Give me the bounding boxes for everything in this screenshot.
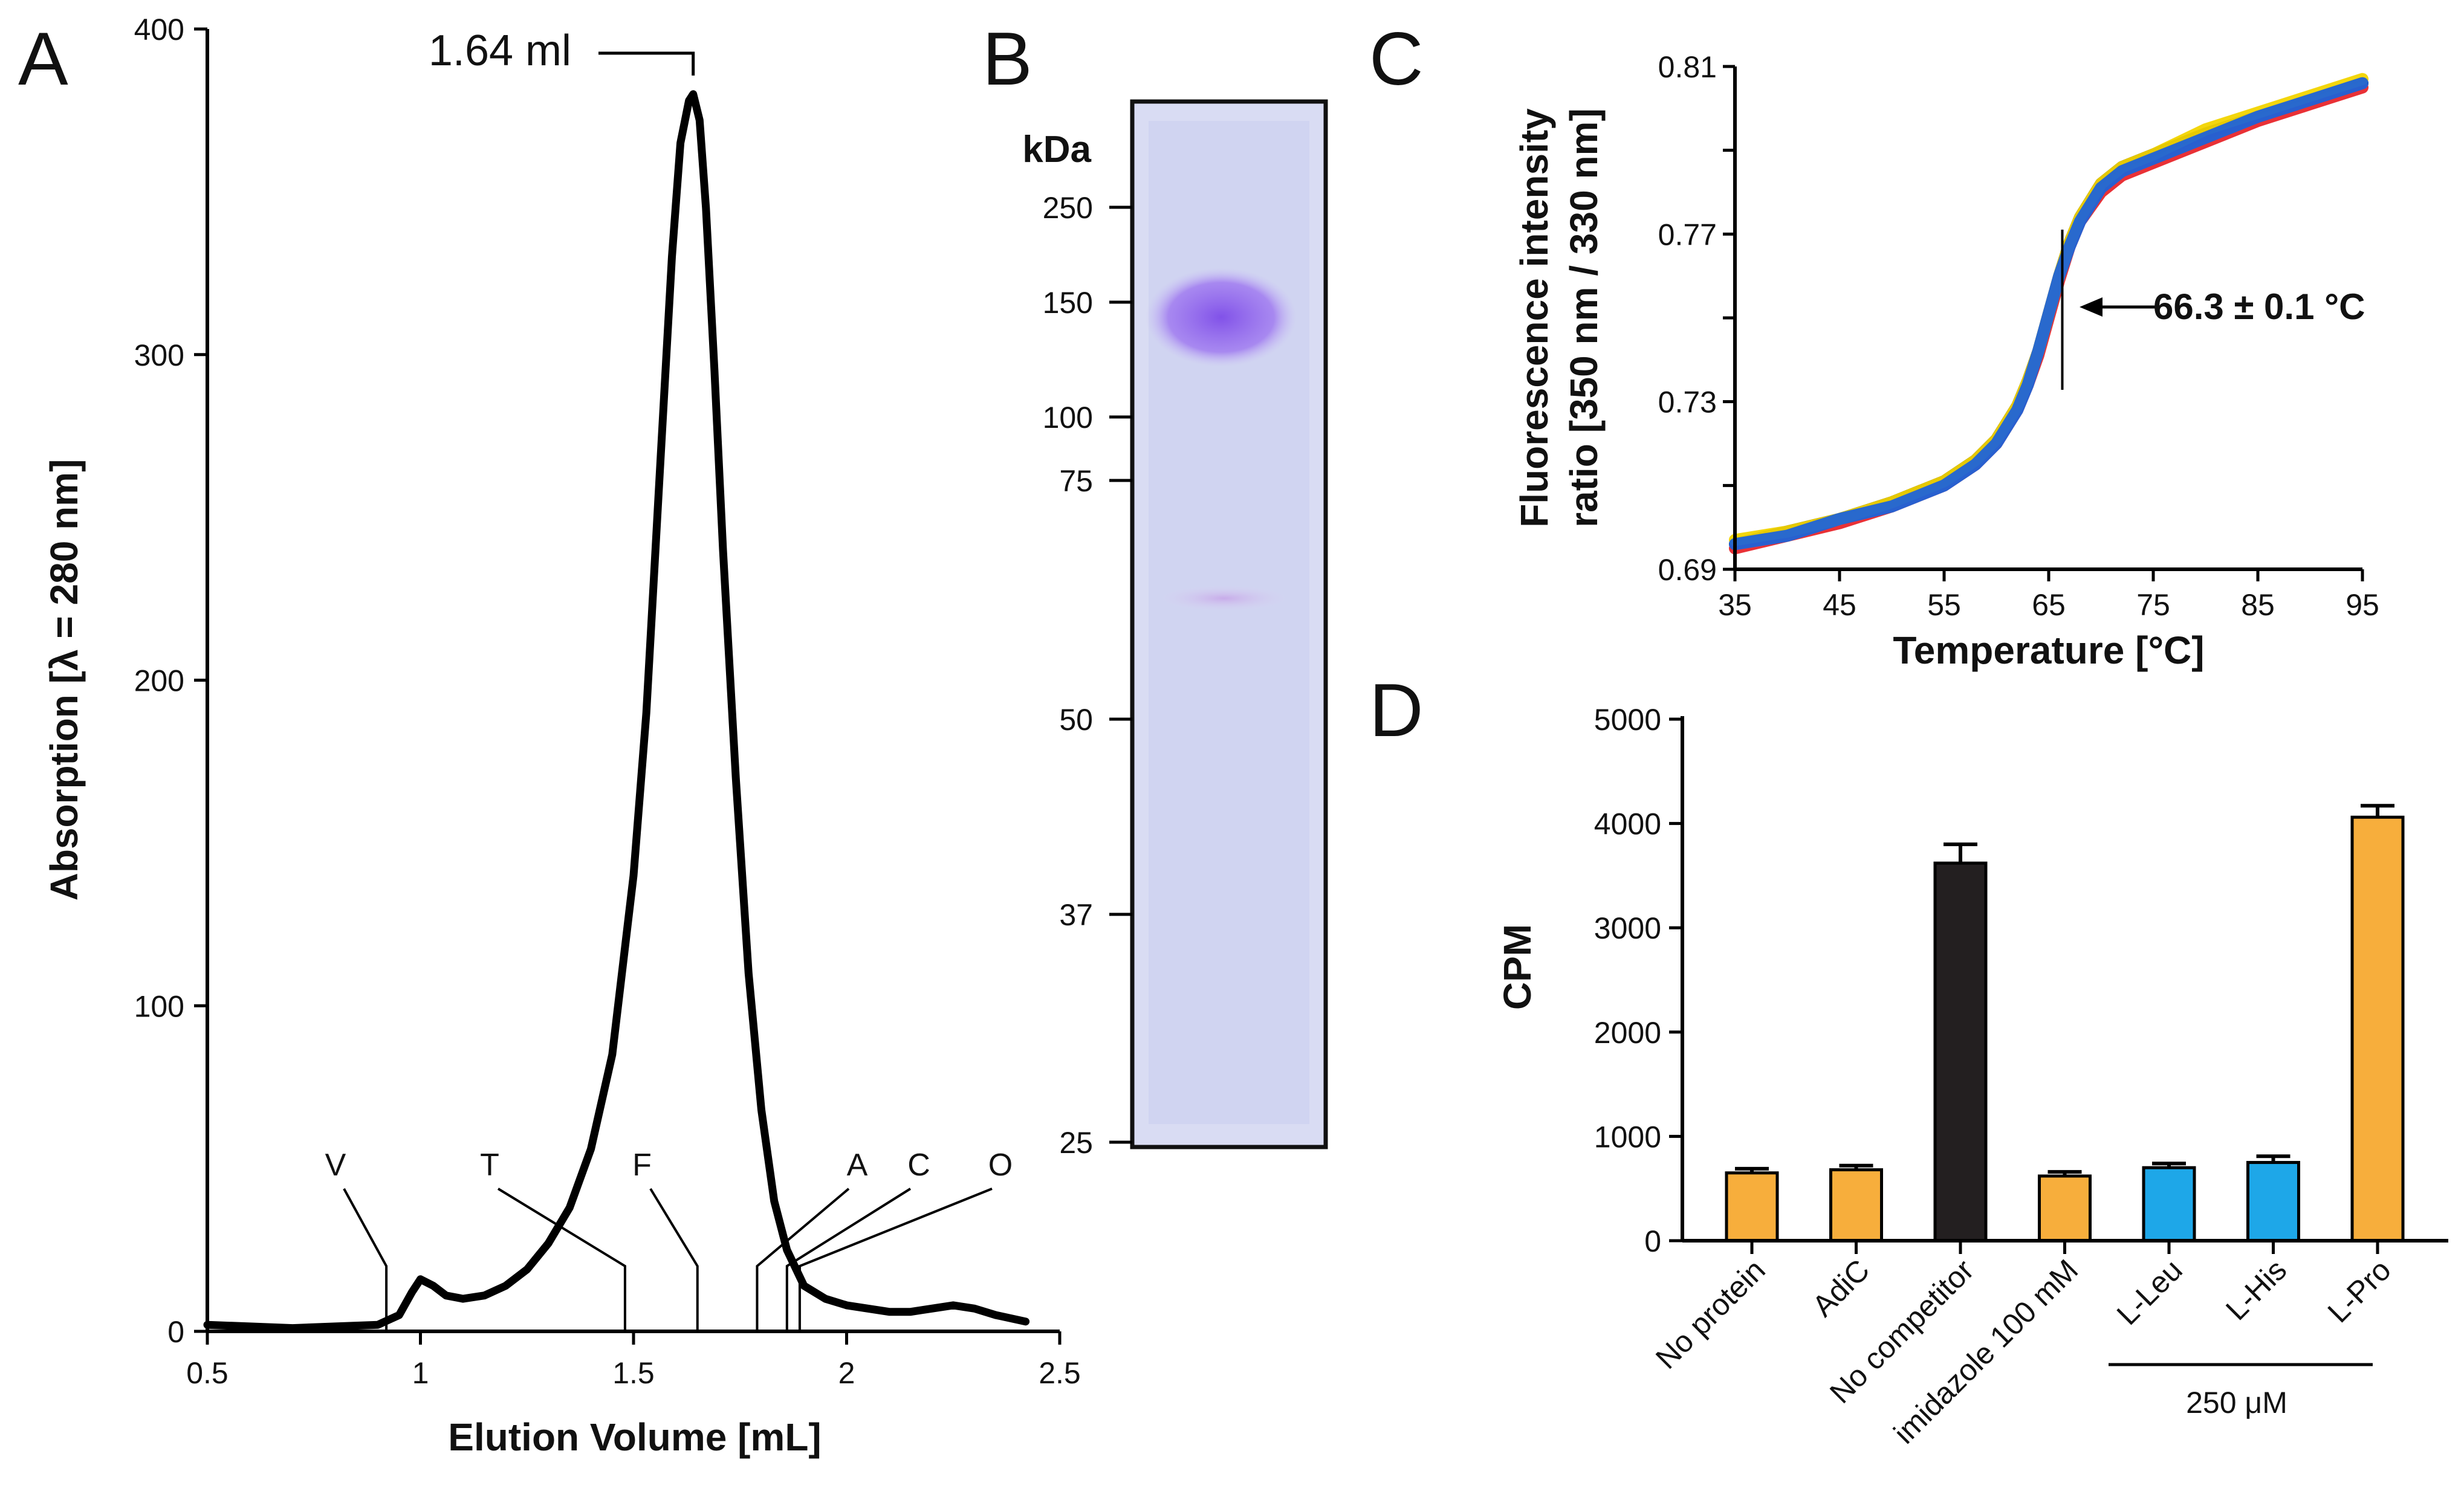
tm-arrow-head [2080,297,2103,317]
standard-marker-label: F [632,1148,652,1183]
standard-marker-line [798,1188,993,1331]
a-y-tick-label: 300 [134,338,184,372]
molecular-weight-ladder: 250 150 100 75 50 37 25 [1043,191,1132,1160]
a-y-tick-label: 0 [167,1315,184,1349]
c-y-tick-label: 0.73 [1658,386,1717,419]
panel-letter-d: D [1369,669,1424,752]
cpm-bar [2142,1166,2196,1243]
d-y-tick-label: 2000 [1594,1016,1661,1050]
d-y-tick-label: 0 [1644,1224,1661,1258]
standard-marker-line [785,1188,912,1331]
c-x-tick-label: 65 [2032,588,2066,622]
c-x-tick-label: 35 [1718,588,1752,622]
ladder-label: 50 [1059,703,1093,737]
cpm-bar [2038,1174,2092,1243]
a-x-tick-label: 0.5 [186,1356,229,1390]
tm-annotation: 66.3 ± 0.1 °C [2153,286,2365,327]
panel-a-y-title: Absorption [λ = 280 nm] [42,459,86,901]
c-x-tick-label: 55 [1927,588,1961,622]
peak-annotation: 1.64 ml [429,27,571,75]
a-x-tick-label: 1 [412,1356,429,1390]
d-y-tick-label: 3000 [1594,911,1661,945]
protein-band-main [1146,268,1297,367]
cpm-bar [2246,1161,2300,1243]
c-y-tick-label: 0.81 [1658,50,1717,84]
standard-marker-line [497,1188,626,1331]
d-y-tick-label: 4000 [1594,807,1661,841]
cpm-bar [1725,1171,1779,1243]
panel-a-x-title: Elution Volume [mL] [448,1415,821,1459]
a-x-tick-label: 1.5 [612,1356,655,1390]
panel-c-y-title-line1: Fluorescence intensity [1512,108,1556,528]
ladder-label: 250 [1043,191,1093,225]
c-y-tick-label: 0.69 [1658,553,1717,587]
d-category-label: AdiC [1806,1253,1876,1323]
melting-curve-series [1729,77,2368,551]
standard-marker-line [649,1188,699,1331]
panel-letter-b: B [982,18,1033,101]
ladder-label: 150 [1043,286,1093,320]
panel-a-ticks: 0 100 200 300 400 0.5 1 1.5 2 2.5 [134,13,1081,1390]
panel-d-ticks: 0 1000 2000 3000 4000 5000 [1594,703,1682,1258]
a-y-tick-label: 200 [134,664,184,698]
ladder-label: 100 [1043,401,1093,435]
ladder-unit-label: kDa [1022,129,1091,170]
d-category-label: imidazole 100 mM [1887,1253,2084,1450]
standard-marker-label: V [325,1148,346,1183]
panel-letter-a: A [18,18,68,101]
melting-curves [1729,73,2368,555]
panel-c: C 0.69 0.73 0.77 0.81 35 45 55 65 75 85 95 66.3 ± … [1369,18,2379,672]
cpm-bar [2350,815,2405,1243]
d-y-tick-label: 5000 [1594,703,1661,737]
d-category-label: L-Leu [2110,1253,2189,1331]
standard-marker-line [343,1188,388,1331]
a-x-tick-label: 2.5 [1039,1356,1081,1390]
peak-annotation-leader [598,51,695,76]
ladder-label: 37 [1059,898,1093,932]
d-category-label: L-Pro [2321,1253,2398,1329]
panel-d-y-title: CPM [1496,924,1539,1010]
d-category-label: L-His [2219,1253,2293,1327]
ladder-label: 25 [1059,1126,1093,1160]
standard-marker-label: T [480,1148,499,1183]
panel-c-ticks: 0.69 0.73 0.77 0.81 35 45 55 65 75 85 95 [1658,50,2379,622]
standard-marker-line [756,1188,850,1331]
panel-a: A 0 100 200 300 400 0.5 1 1.5 2 2.5 V T F A C O 1.64 m… [18,13,1081,1459]
a-x-tick-label: 2 [838,1356,855,1390]
standard-marker-label: C [907,1148,930,1183]
elution-curve [203,90,1030,1333]
c-x-tick-label: 45 [1823,588,1856,622]
ladder-label: 75 [1059,464,1093,498]
group-label: 250 μM [2186,1386,2287,1420]
a-y-tick-label: 400 [134,13,184,47]
panel-b: B kDa 250 150 100 75 50 37 25 [982,18,1328,1160]
d-category-label: No protein [1649,1253,1772,1375]
d-y-tick-label: 1000 [1594,1120,1661,1154]
c-x-tick-label: 85 [2241,588,2275,622]
cpm-bar [1933,861,1988,1243]
standard-marker-label: O [988,1148,1013,1183]
standard-marker-label: A [847,1148,868,1183]
c-y-tick-label: 0.77 [1658,218,1717,251]
panel-c-x-title: Temperature [°C] [1893,629,2204,672]
panel-letter-c: C [1369,18,1424,101]
a-y-tick-label: 100 [134,989,184,1023]
cpm-bars [1725,804,2405,1243]
cpm-bar [1829,1168,1883,1243]
c-x-tick-label: 75 [2136,588,2170,622]
panel-c-y-title-line2: ratio [350 nm / 330 nm] [1562,108,1606,528]
protein-band-faint [1158,585,1291,612]
c-x-tick-label: 95 [2346,588,2379,622]
